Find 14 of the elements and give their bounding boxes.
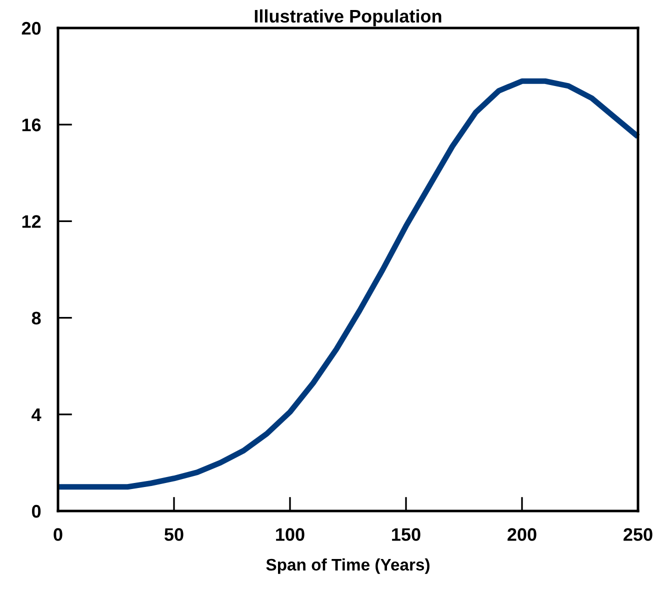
x-tick-label: 200 [508, 528, 536, 541]
y-tick-label: 0 [32, 504, 41, 518]
y-tick-label: 20 [22, 22, 41, 35]
x-tick-label: 150 [392, 528, 420, 541]
y-tick-label: 16 [22, 118, 41, 132]
x-tick-label: 50 [164, 528, 184, 541]
x-tick-label: 100 [276, 528, 304, 541]
x-tick-label: 250 [624, 528, 652, 541]
x-tick-label: 0 [54, 528, 62, 541]
x-axis-title: Span of Time (Years) [266, 558, 430, 574]
y-tick-label: 12 [22, 215, 41, 228]
y-tick-label: 4 [32, 408, 42, 421]
y-tick-label: 8 [32, 312, 41, 325]
chart-title: Illustrative Population [254, 9, 442, 26]
